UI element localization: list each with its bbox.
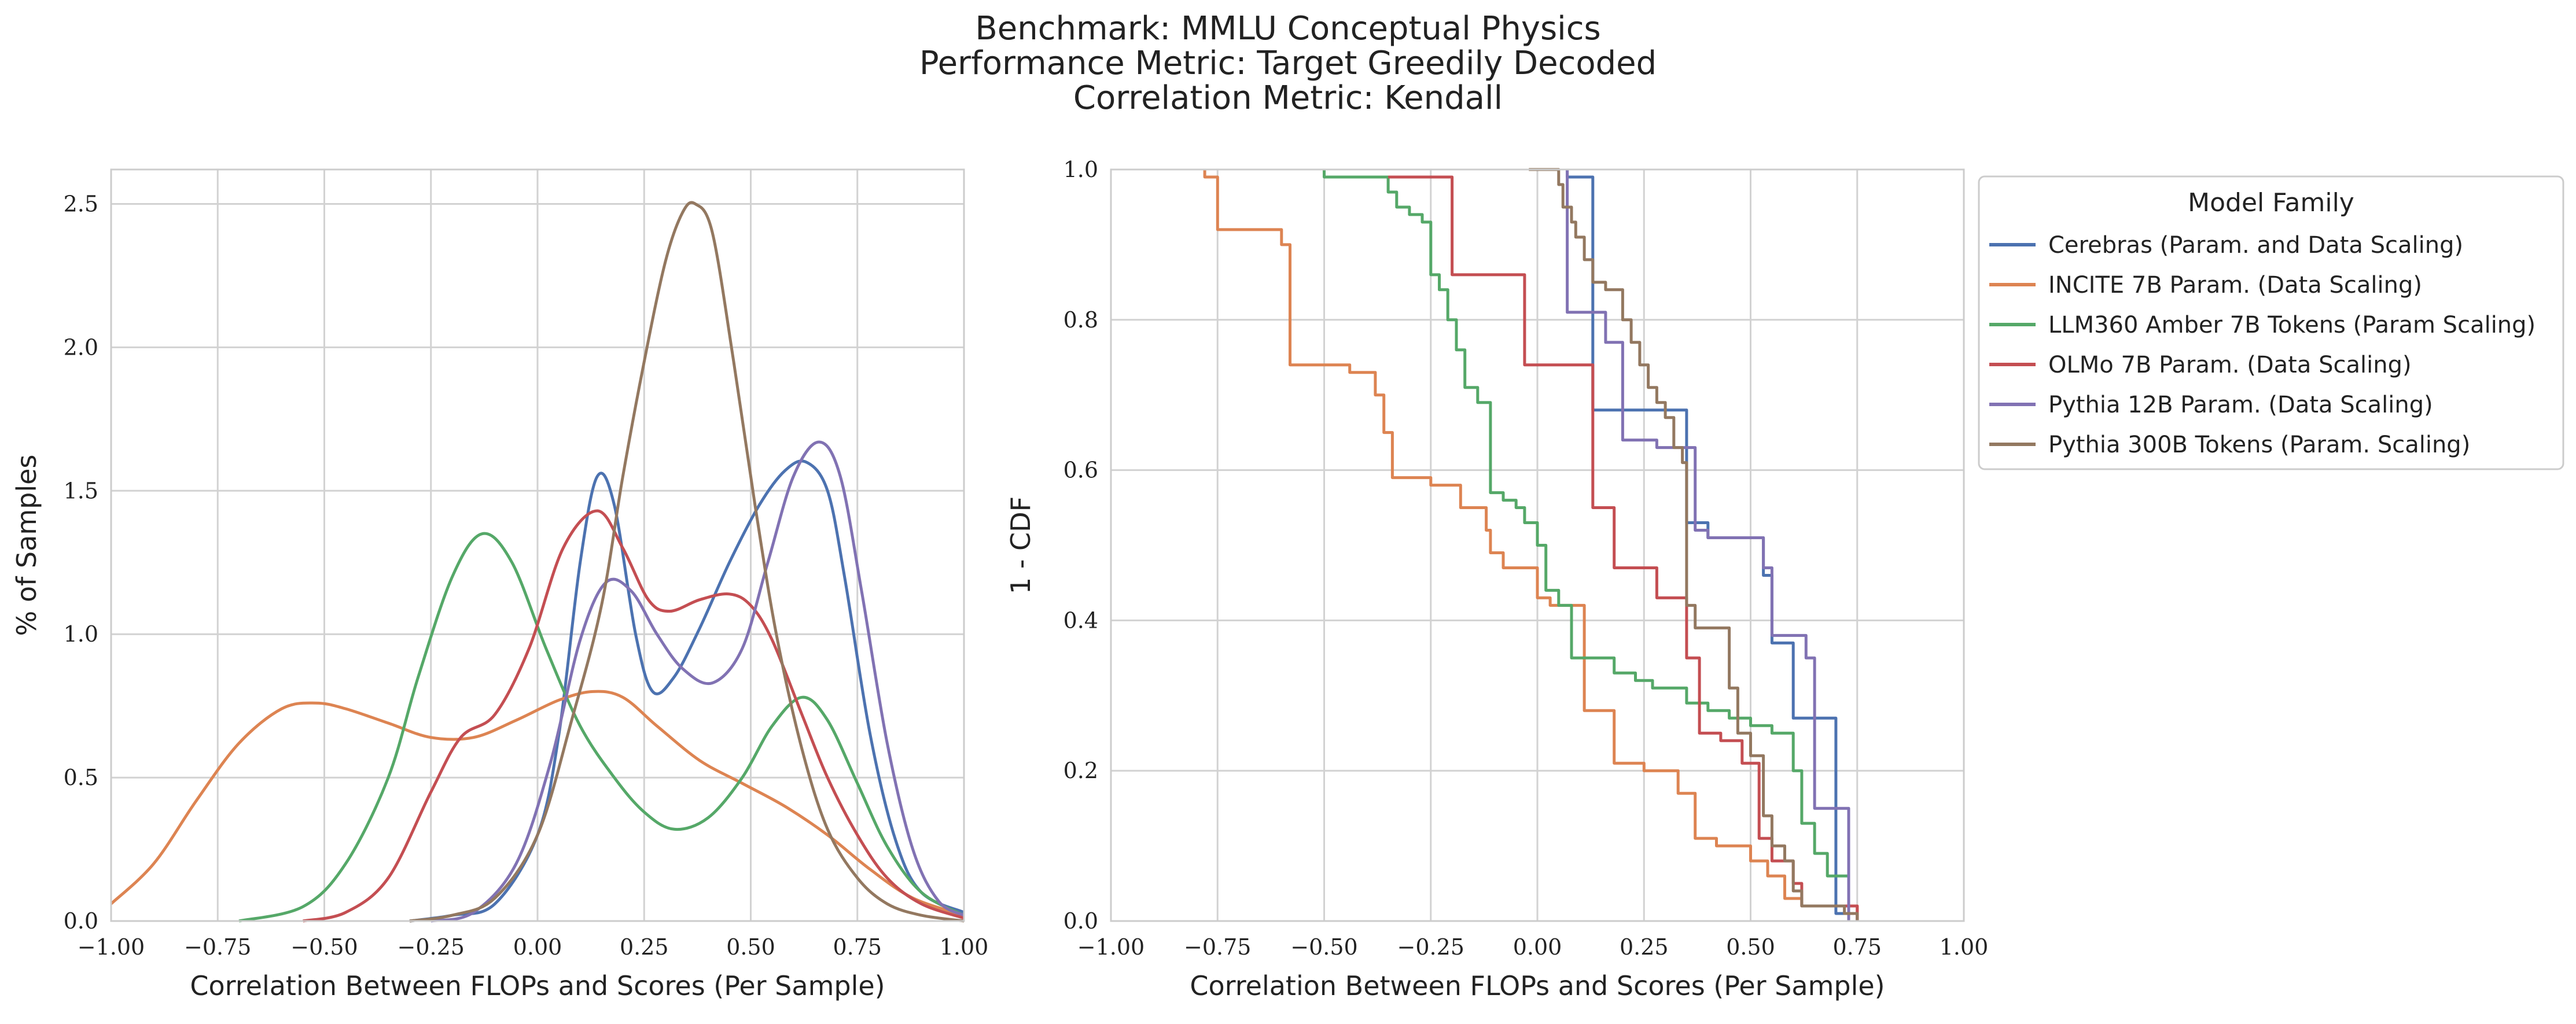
axes-frame (110, 168, 965, 922)
x-tick-label: −1.00 (1077, 934, 1145, 960)
y-tick-label: 0.8 (1063, 307, 1098, 333)
kde-plot: −1.00 −0.75 −0.50 −0.25 0.00 0.25 0.50 0.75 1.00… (11, 168, 989, 1001)
series-line (1203, 170, 1859, 921)
x-tick-label: −0.50 (1290, 934, 1357, 960)
series-line (1529, 168, 1859, 921)
y-tick-label: 1.0 (64, 621, 98, 647)
legend-entry-label: Cerebras (Param. and Data Scaling) (2048, 232, 2463, 259)
y-tick-label: 2.5 (64, 191, 98, 216)
y-axis-label: 1 - CDF (1005, 496, 1036, 594)
suptitle-line-2: Performance Metric: Target Greedily Deco… (919, 45, 1657, 82)
x-tick-label: 0.75 (833, 934, 882, 960)
series-line (1323, 170, 1850, 921)
legend-entry-label: INCITE 7B Param. (Data Scaling) (2048, 272, 2422, 299)
x-axis-label: Correlation Between FLOPs and Scores (Pe… (190, 970, 885, 1001)
series-line (430, 440, 965, 923)
y-tick-label: 0.0 (64, 908, 98, 934)
x-tick-label: 0.25 (620, 934, 669, 960)
y-tick-label: 0.4 (1063, 607, 1098, 633)
x-tick-label: 0.50 (726, 934, 775, 960)
y-tick-label: 2.0 (64, 334, 98, 360)
x-tick-label: −0.25 (1397, 934, 1464, 960)
x-tick-label: 0.25 (1620, 934, 1669, 960)
x-tick-label: 0.50 (1726, 934, 1775, 960)
x-tick-label: 0.75 (1832, 934, 1882, 960)
suptitle-line-3: Correlation Metric: Kendall (1073, 79, 1503, 117)
legend-entry-label: Pythia 12B Param. (Data Scaling) (2048, 392, 2433, 418)
series-line (1566, 170, 1850, 921)
x-tick-label: 0.00 (513, 934, 562, 960)
legend: Model Family Cerebras (Param. and Data Sc… (1978, 175, 2564, 470)
legend-title: Model Family (2188, 188, 2354, 218)
legend-box (1978, 175, 2564, 470)
series-line (110, 690, 965, 917)
series-line (303, 509, 965, 923)
y-tick-label: 0.2 (1063, 758, 1098, 783)
series-line (409, 201, 965, 923)
y-axis-label: % of Samples (11, 455, 42, 636)
survival-cdf-plot: −1.00 −0.75 −0.50 −0.25 0.00 0.25 0.50 0.75 1.00… (1005, 157, 1988, 1001)
suptitle-line-1: Benchmark: MMLU Conceptual Physics (975, 10, 1600, 47)
legend-entry-label: Pythia 300B Tokens (Param. Scaling) (2048, 432, 2470, 458)
x-tick-label: −1.00 (78, 934, 145, 960)
x-tick-label: −0.75 (184, 934, 251, 960)
series-line (409, 459, 965, 923)
x-tick-label: −0.25 (398, 934, 465, 960)
y-tick-label: 0.0 (1063, 908, 1098, 934)
legend-entry-label: OLMo 7B Param. (Data Scaling) (2048, 352, 2412, 378)
x-tick-label: −0.75 (1184, 934, 1251, 960)
y-tick-label: 0.6 (1063, 458, 1098, 483)
y-tick-label: 1.0 (1063, 157, 1098, 182)
x-tick-label: 1.00 (940, 934, 989, 960)
legend-entry-label: LLM360 Amber 7B Tokens (Param Scaling) (2048, 312, 2535, 338)
x-tick-label: 1.00 (1940, 934, 1989, 960)
y-tick-label: 1.5 (64, 478, 98, 503)
x-axis-label: Correlation Between FLOPs and Scores (Pe… (1190, 970, 1885, 1001)
x-tick-label: 0.00 (1513, 934, 1562, 960)
y-tick-label: 0.5 (64, 765, 98, 790)
axes-frame (1110, 168, 1965, 922)
x-tick-label: −0.50 (290, 934, 358, 960)
series-line (238, 532, 965, 923)
